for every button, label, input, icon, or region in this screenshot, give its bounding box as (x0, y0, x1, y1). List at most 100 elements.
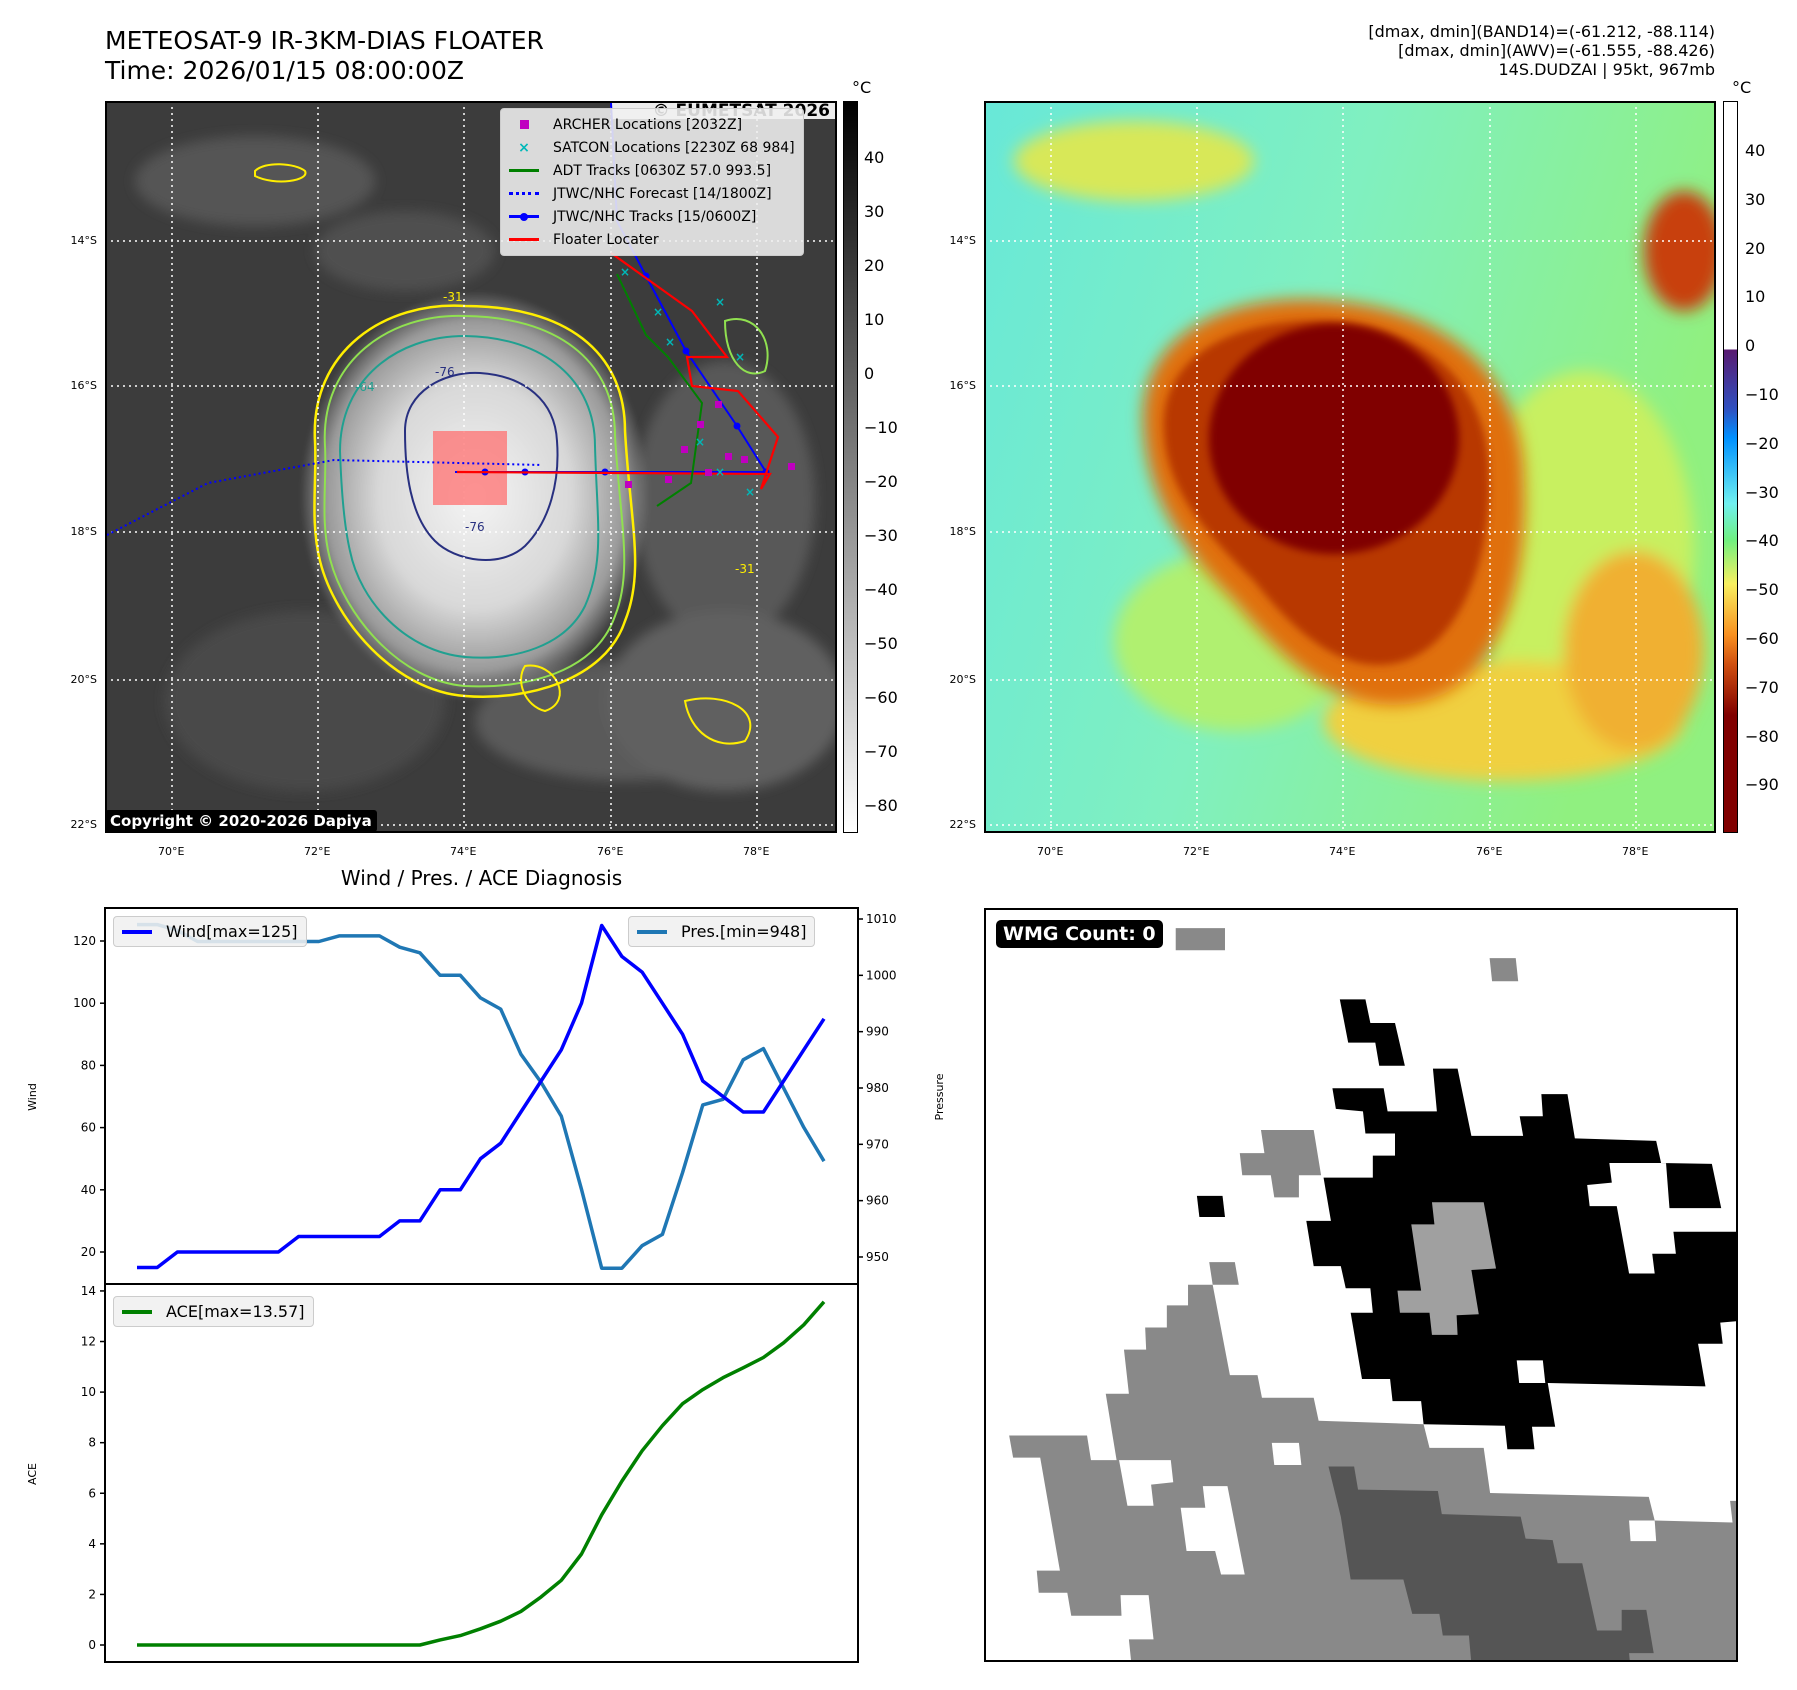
colorbar-tick-label: −20 (1745, 433, 1779, 453)
colorbar-tick-label: −40 (864, 580, 898, 599)
colorbar-tick-label: −80 (864, 796, 898, 815)
lat-tick: 22°S (949, 818, 976, 831)
colorbar-tick-label: −10 (864, 418, 898, 437)
awv-map (986, 103, 1714, 831)
lon-tick: 70°E (1037, 845, 1064, 858)
line-dot-marker-icon (509, 212, 539, 221)
wmg-light-gray-region (1397, 1202, 1497, 1335)
legend-label: ARCHER Locations [2032Z] (553, 116, 743, 133)
colorbar-unit: °C (852, 78, 872, 97)
grayscale-colorbar (843, 101, 858, 833)
floater-locater-track (456, 252, 780, 490)
colorbar-tick-label: −90 (1745, 775, 1779, 795)
info-band14: [dmax, dmin](BAND14)=(-61.212, -88.114) (1368, 22, 1715, 41)
pressure-tick-label: 1000 (866, 968, 897, 982)
wmg-clear-holes (1119, 1442, 1657, 1575)
title-satellite: METEOSAT-9 IR-3KM-DIAS FLOATER (105, 26, 544, 55)
colorbar-tick-label: 0 (864, 364, 875, 383)
line-marker-icon (637, 929, 667, 934)
lon-tick: 72°E (304, 845, 331, 858)
line-marker-icon (122, 929, 152, 934)
contour-label: -76 (435, 365, 455, 379)
info-storm: 14S.DUDZAI | 95kt, 967mb (1498, 60, 1716, 79)
wmg-count-badge: WMG Count: 0 (996, 920, 1163, 948)
ace-tick-label: 6 (88, 1486, 96, 1500)
ace-tick-label: 12 (81, 1335, 96, 1349)
wind-legend: Wind[max=125] (113, 916, 307, 947)
svg-text:×: × (620, 265, 630, 279)
legend-adt: ADT Tracks [0630Z 57.0 993.5] (509, 159, 795, 182)
lon-tick: 76°E (597, 845, 624, 858)
colorbar-tick-label: −10 (1745, 385, 1779, 404)
figure-title: METEOSAT-9 IR-3KM-DIAS FLOATER Time: 202… (105, 26, 544, 86)
legend-floater: Floater Locater (509, 228, 795, 251)
colorbar-tick-label: −50 (864, 634, 898, 653)
colorbar-tick-label: 10 (864, 310, 885, 329)
pressure-tick-label: 950 (866, 1250, 889, 1264)
lat-tick: 22°S (70, 818, 97, 831)
temperature-contours (254, 163, 769, 745)
lon-tick: 72°E (1183, 845, 1210, 858)
svg-text:×: × (745, 485, 755, 499)
legend-label: JTWC/NHC Tracks [15/0600Z] (553, 208, 757, 225)
colorbar-tick-label: 40 (1745, 141, 1766, 160)
colorbar-tick-label: −30 (1745, 482, 1779, 502)
ace-line (137, 1300, 826, 1647)
wind-axis-label: Wind (26, 1083, 39, 1111)
map-legend: ARCHER Locations [2032Z] × SATCON Locatio… (500, 108, 804, 256)
svg-text:×: × (665, 335, 675, 349)
contour-label: -76 (465, 520, 485, 534)
map-gridlines (986, 103, 1714, 831)
lat-tick: 18°S (70, 525, 97, 538)
ace-tick-label: 8 (88, 1436, 96, 1450)
colorbar-tick-label: −70 (864, 742, 898, 761)
colorbar-tick-label: −60 (864, 688, 898, 707)
legend-label: JTWC/NHC Forecast [14/1800Z] (553, 185, 772, 202)
floater-box (433, 431, 507, 505)
ace-tick-label: 4 (88, 1537, 96, 1551)
ace-axes (104, 1283, 859, 1663)
pressure-tick-label: 970 (866, 1137, 889, 1151)
legend-label: ADT Tracks [0630Z 57.0 993.5] (553, 162, 772, 179)
wmg-dark-region (1328, 1466, 1654, 1660)
info-awv: [dmax, dmin](AWV)=(-61.555, -88.426) (1398, 41, 1715, 60)
dotted-line-icon (509, 192, 539, 195)
x-marker-icon: × (518, 139, 530, 156)
colorbar-tick-label: 0 (1745, 336, 1756, 356)
wmg-clear-hole (1516, 1360, 1546, 1383)
wind-tick-label: 60 (81, 1121, 96, 1135)
awv-map-panel (984, 101, 1716, 833)
lat-tick: 20°S (949, 673, 976, 686)
legend-jtwc-tracks: JTWC/NHC Tracks [15/0600Z] (509, 205, 795, 228)
ace-tick-label: 10 (81, 1385, 96, 1399)
legend-label: SATCON Locations [2230Z 68 984] (553, 139, 795, 156)
satcon-locations: × × × × × × × × (620, 265, 755, 499)
legend-label: ACE[max=13.57] (166, 1302, 305, 1321)
line-marker-icon (122, 1309, 152, 1314)
contour-label: -64 (355, 380, 375, 394)
pressure-axis-label: Pressure (933, 1073, 946, 1120)
colorbar-tick-label: −60 (1745, 629, 1779, 648)
ace-tick-label: 0 (88, 1638, 96, 1652)
colorbar-tick-label: 20 (864, 256, 885, 275)
wind-tick-label: 120 (73, 934, 96, 948)
colorbar-tick-label: 40 (864, 148, 885, 167)
awv-colorbar (1723, 101, 1738, 833)
lat-tick: 14°S (949, 234, 976, 247)
wmg-panel (984, 908, 1738, 1662)
legend-jtwc-forecast: JTWC/NHC Forecast [14/1800Z] (509, 182, 795, 205)
colorbar-tick-label: −20 (864, 472, 898, 491)
legend-archer: ARCHER Locations [2032Z] (509, 113, 795, 136)
wind-tick-label: 100 (73, 996, 96, 1010)
line-marker-icon (509, 169, 539, 172)
colorbar-tick-label: 30 (1745, 189, 1766, 209)
contour-label: -31 (735, 562, 755, 576)
colorbar-tick-label: −50 (1745, 580, 1779, 600)
ace-tick-label: 14 (81, 1284, 96, 1298)
lon-tick: 78°E (1622, 845, 1649, 858)
lat-tick: 14°S (70, 234, 97, 247)
archer-locations (625, 401, 795, 488)
svg-text:×: × (695, 435, 705, 449)
diagnosis-title: Wind / Pres. / ACE Diagnosis (340, 866, 623, 890)
